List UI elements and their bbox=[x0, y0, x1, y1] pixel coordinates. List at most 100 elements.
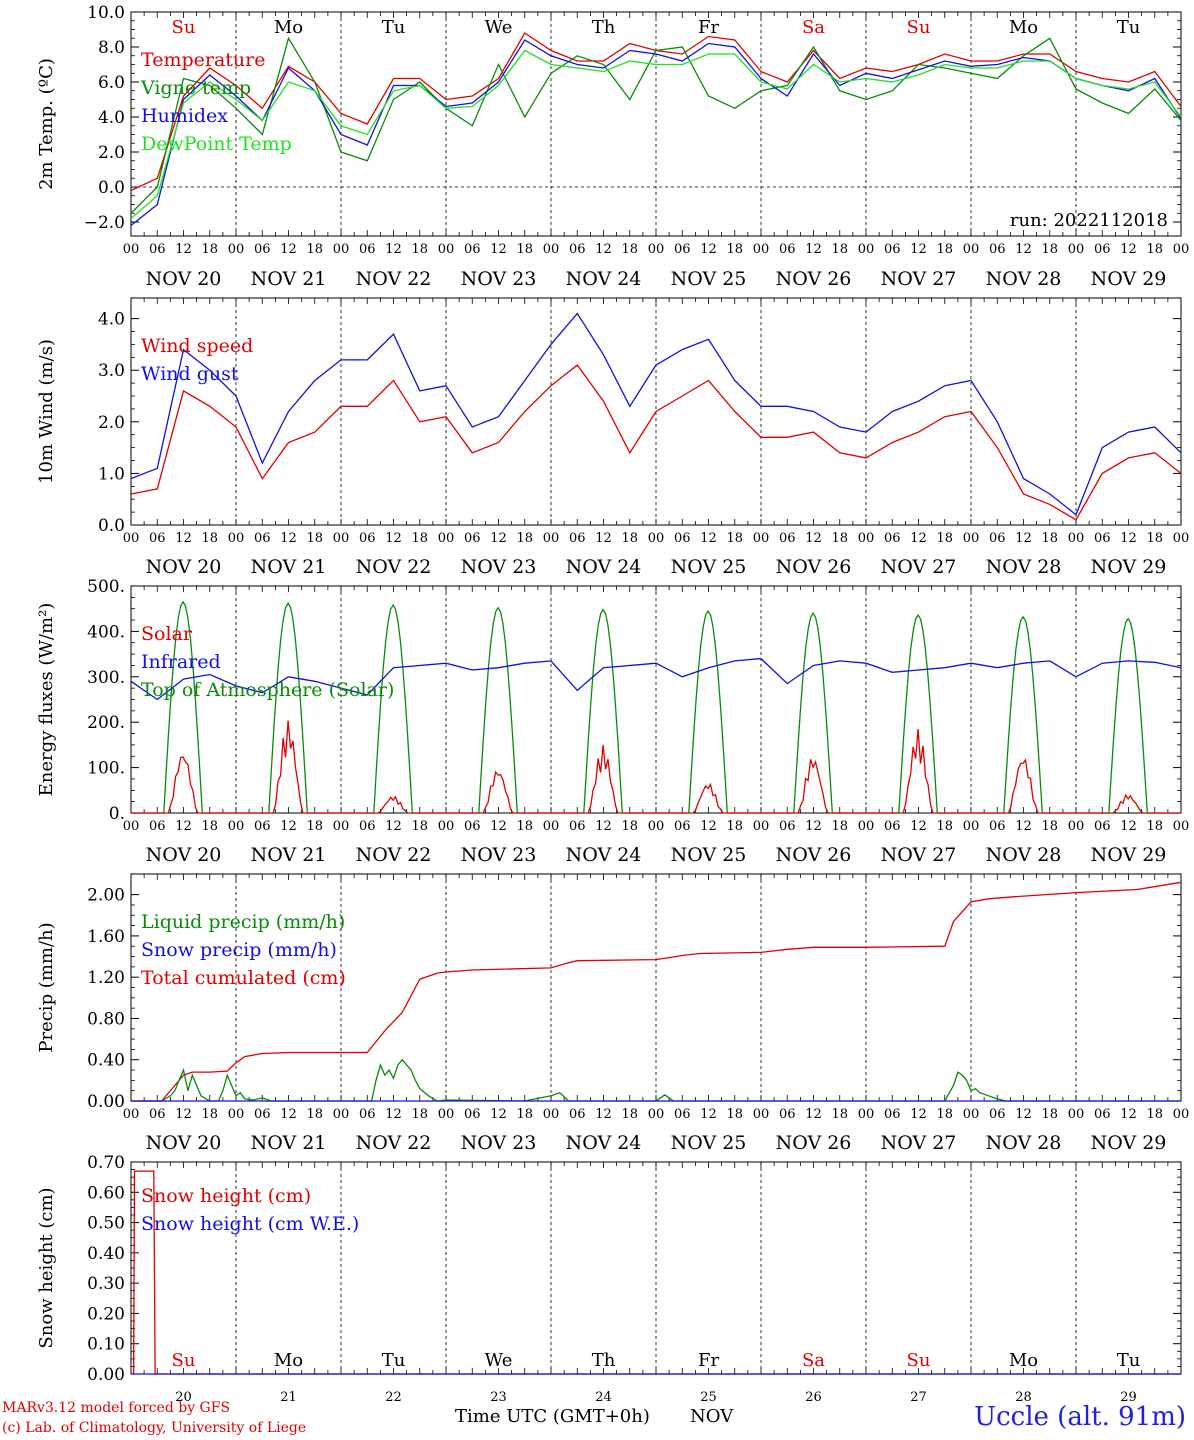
hour-tick-label: 12 bbox=[910, 1107, 927, 1122]
hour-tick-label: 12 bbox=[1120, 242, 1137, 257]
date-label: NOV 22 bbox=[356, 1132, 432, 1154]
hour-tick-label: 18 bbox=[831, 242, 848, 257]
date-label: NOV 22 bbox=[356, 844, 432, 866]
hour-tick-label: 18 bbox=[1146, 819, 1163, 834]
hour-tick-label: 06 bbox=[674, 531, 691, 546]
hour-tick-label: 12 bbox=[805, 819, 822, 834]
weekday-label: Tu bbox=[382, 1350, 406, 1371]
legend-item: Snow precip (mm/h) bbox=[141, 939, 337, 961]
hour-tick-label: 00 bbox=[648, 1107, 665, 1122]
date-label: NOV 21 bbox=[251, 556, 327, 578]
hour-tick-label: 06 bbox=[569, 819, 586, 834]
y-tick-label: 0.70 bbox=[87, 1153, 125, 1173]
date-label: NOV 29 bbox=[1091, 268, 1167, 290]
hour-tick-label: 12 bbox=[1120, 1107, 1137, 1122]
hour-tick-label: 18 bbox=[936, 819, 953, 834]
hour-tick-label: 00 bbox=[228, 531, 245, 546]
series-line-solar bbox=[131, 720, 1181, 814]
y-tick-label: 1.60 bbox=[87, 927, 125, 947]
series-line-total-cumulated-cm- bbox=[131, 881, 1182, 1102]
hour-tick-label: 06 bbox=[884, 531, 901, 546]
weekday-label: Fr bbox=[698, 1350, 719, 1371]
station-name: Uccle (alt. 91m) bbox=[974, 1402, 1186, 1432]
hour-tick-label: 18 bbox=[306, 1107, 323, 1122]
date-label: NOV 27 bbox=[881, 556, 957, 578]
hour-tick-label: 18 bbox=[201, 819, 218, 834]
hour-tick-label: 18 bbox=[1146, 242, 1163, 257]
y-tick-label: 8.0 bbox=[98, 38, 125, 58]
hour-tick-label: 18 bbox=[201, 1107, 218, 1122]
legend-item: Solar bbox=[141, 623, 193, 645]
day-number-label: 22 bbox=[385, 1390, 402, 1405]
panel-3: 0.00 0.40 0.80 1.20 1.60 2.00 Precip (mm/h) 00 0… bbox=[36, 873, 1189, 1154]
plot-frame bbox=[130, 11, 1182, 237]
y-tick-label: 1.0 bbox=[98, 464, 125, 484]
hour-tick-label: 18 bbox=[411, 242, 428, 257]
hour-tick-label: 12 bbox=[490, 531, 507, 546]
legend-item: Humidex bbox=[141, 105, 228, 127]
hour-tick-label: 12 bbox=[805, 1107, 822, 1122]
date-label: NOV 23 bbox=[461, 1132, 537, 1154]
date-label: NOV 27 bbox=[881, 1132, 957, 1154]
panel-1: 0.0 1.0 2.0 3.0 4.0 10m Wind (m/s) 00 06 12 18 NOV… bbox=[36, 297, 1190, 578]
date-label: NOV 25 bbox=[671, 1132, 747, 1154]
hour-tick-label: 18 bbox=[201, 242, 218, 257]
date-label: NOV 28 bbox=[986, 1132, 1062, 1154]
date-label: NOV 21 bbox=[251, 844, 327, 866]
hour-tick-label: 12 bbox=[910, 819, 927, 834]
hour-tick-label: 12 bbox=[175, 1107, 192, 1122]
hour-tick-label: 00 bbox=[753, 819, 770, 834]
y-tick-label: 0.20 bbox=[87, 1304, 125, 1324]
hour-tick-label: 18 bbox=[1041, 1107, 1058, 1122]
date-label: NOV 29 bbox=[1091, 1132, 1167, 1154]
hour-tick-label: 12 bbox=[595, 242, 612, 257]
date-label: NOV 24 bbox=[566, 1132, 642, 1154]
hour-tick-label: 18 bbox=[1041, 242, 1058, 257]
hour-tick-label: 00 bbox=[858, 531, 875, 546]
hour-tick-label: 00 bbox=[1068, 1107, 1085, 1122]
x-axis-label: Time UTC (GMT+0h) bbox=[455, 1406, 650, 1427]
legend-item: Wind gust bbox=[141, 363, 239, 385]
y-tick-label: 0.40 bbox=[87, 1051, 125, 1071]
y-tick-label: 100. bbox=[87, 759, 125, 779]
day-number-label: 24 bbox=[595, 1390, 612, 1405]
hour-tick-label: 18 bbox=[306, 242, 323, 257]
y-tick-label: 10.0 bbox=[87, 3, 125, 23]
hour-tick-label: 06 bbox=[254, 531, 271, 546]
hour-tick-label: 06 bbox=[884, 242, 901, 257]
y-tick-label: 4.0 bbox=[98, 108, 125, 128]
weekday-label: Fr bbox=[698, 17, 719, 38]
date-label: NOV 20 bbox=[146, 268, 222, 290]
hour-tick-label: 06 bbox=[464, 531, 481, 546]
date-label: NOV 22 bbox=[356, 556, 432, 578]
weekday-label: We bbox=[485, 1350, 513, 1371]
hour-tick-label: 00 bbox=[1068, 819, 1085, 834]
hour-tick-label: 00 bbox=[1173, 531, 1190, 546]
weekday-label: Sa bbox=[802, 17, 825, 38]
hour-tick-label: 00 bbox=[753, 531, 770, 546]
day-number-label: 20 bbox=[175, 1390, 192, 1405]
hour-tick-label: 18 bbox=[306, 819, 323, 834]
hour-tick-label: 00 bbox=[1068, 242, 1085, 257]
hour-tick-label: 12 bbox=[805, 531, 822, 546]
hour-tick-label: 06 bbox=[989, 531, 1006, 546]
day-number-label: 28 bbox=[1015, 1390, 1032, 1405]
legend-item: DewPoint Temp bbox=[141, 133, 292, 155]
hour-tick-label: 06 bbox=[779, 531, 796, 546]
hour-tick-label: 06 bbox=[1094, 1107, 1111, 1122]
hour-tick-label: 00 bbox=[228, 819, 245, 834]
hour-tick-label: 06 bbox=[989, 242, 1006, 257]
legend-item: Vigne temp bbox=[140, 77, 251, 99]
hour-tick-label: 18 bbox=[411, 1107, 428, 1122]
series-line-infrared bbox=[130, 657, 1182, 701]
hour-tick-label: 06 bbox=[149, 1107, 166, 1122]
legend-item: Infrared bbox=[141, 651, 221, 673]
hour-tick-label: 18 bbox=[1041, 531, 1058, 546]
hour-tick-label: 00 bbox=[333, 242, 350, 257]
hour-tick-label: 06 bbox=[254, 819, 271, 834]
hour-tick-label: 06 bbox=[569, 531, 586, 546]
weekday-label: We bbox=[485, 17, 513, 38]
hour-tick-label: 12 bbox=[700, 1107, 717, 1122]
hour-tick-label: 00 bbox=[228, 1107, 245, 1122]
